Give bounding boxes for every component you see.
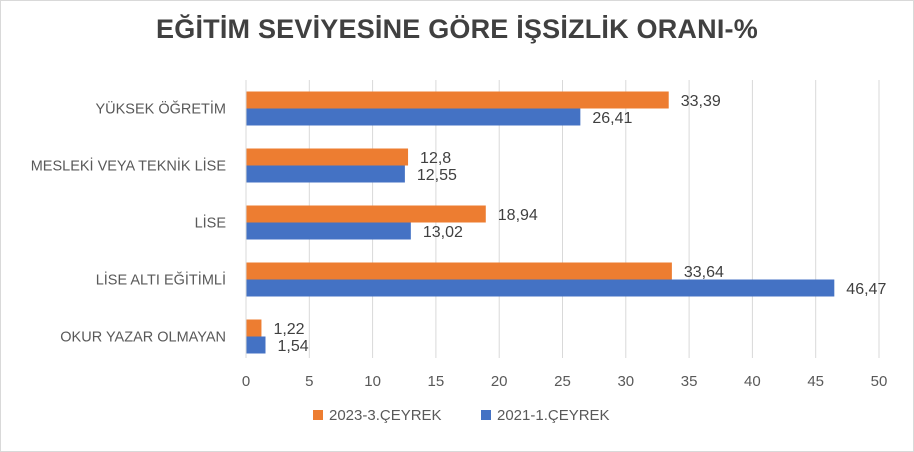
x-tick-label: 40 <box>744 373 761 390</box>
category-label: MESLEKİ VEYA TEKNİK LİSE <box>31 157 227 175</box>
x-tick-label: 30 <box>617 373 634 390</box>
data-label: 18,94 <box>498 207 538 224</box>
x-tick-label: 20 <box>491 373 508 390</box>
data-label: 13,02 <box>423 224 463 241</box>
x-tick-label: 35 <box>681 373 698 390</box>
bar-blue <box>246 165 405 183</box>
bar-orange <box>246 91 669 109</box>
bar-orange <box>246 262 672 280</box>
bar-orange <box>246 148 409 166</box>
legend-swatch <box>481 410 491 420</box>
data-label: 26,41 <box>592 110 632 127</box>
bar-blue <box>246 336 266 354</box>
bar-blue <box>246 279 835 297</box>
bar-blue <box>246 108 581 126</box>
data-label: 33,39 <box>681 93 721 110</box>
category-label: YÜKSEK ÖĞRETİM <box>95 100 226 118</box>
x-tick-label: 5 <box>305 373 313 390</box>
x-tick-label: 25 <box>554 373 571 390</box>
data-label: 46,47 <box>846 281 886 298</box>
chart-title: EĞİTİM SEVİYESİNE GÖRE İŞSİZLİK ORANI-% <box>156 14 758 44</box>
data-label: 12,8 <box>420 150 451 167</box>
bar-orange <box>246 205 486 223</box>
category-label: OKUR YAZAR OLMAYAN <box>60 330 226 346</box>
legend-label: 2021-1.ÇEYREK <box>497 407 610 424</box>
category-label: LİSE ALTI EĞİTİMLİ <box>96 271 226 289</box>
x-tick-label: 0 <box>242 373 250 390</box>
data-label: 1,54 <box>277 338 308 355</box>
x-tick-label: 15 <box>428 373 445 390</box>
x-tick-label: 10 <box>364 373 381 390</box>
legend-swatch <box>313 410 323 420</box>
bar-blue <box>246 222 411 240</box>
bar-orange <box>246 319 262 337</box>
category-label: LİSE <box>195 214 227 232</box>
x-tick-label: 50 <box>871 373 888 390</box>
data-label: 33,64 <box>684 264 724 281</box>
legend-label: 2023-3.ÇEYREK <box>329 407 442 424</box>
data-label: 12,55 <box>417 167 457 184</box>
x-tick-label: 45 <box>807 373 824 390</box>
data-label: 1,22 <box>273 321 304 338</box>
